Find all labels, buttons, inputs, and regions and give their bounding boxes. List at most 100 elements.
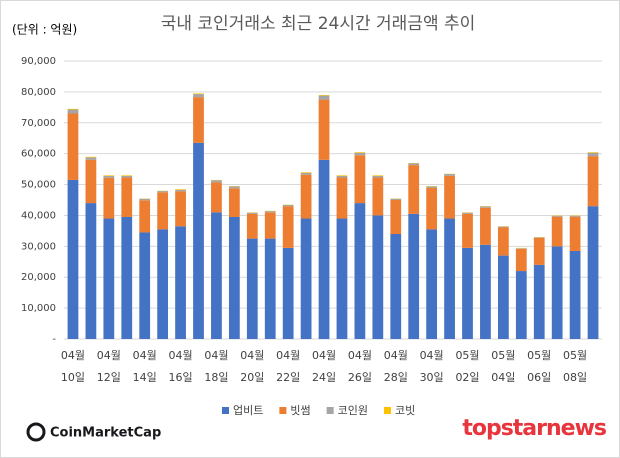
bar-segment [318,94,330,96]
y-tick-label: - [52,334,56,345]
x-tick-label: 22일 [276,370,300,384]
legend-swatch [384,407,391,414]
bar-segment [587,156,599,207]
x-tick-label: 04월 [204,349,228,362]
y-tick-label: 20,000 [21,272,56,283]
x-tick-label: 04월 [97,349,121,362]
bar-segment [569,250,581,339]
legend: 업비트 빗썸 코인원 코빗 [222,404,415,417]
bar-segment [228,188,240,217]
bar-segment [67,109,79,114]
bar-segment [282,204,294,207]
x-tick-label: 04월 [276,349,300,362]
bar-segment [246,212,258,214]
bar-segment [390,200,402,234]
bar-segment [587,206,599,339]
bar-segment [336,218,348,339]
x-tick-label: 05월 [491,349,515,362]
bar-segment [121,175,133,176]
bar-segment [497,255,509,339]
bar-segment [515,248,527,249]
x-tick-label: 05월 [563,349,587,362]
bar-segment [533,237,545,265]
bar-segment [228,186,240,189]
logo-text: CoinMarketCap [50,426,161,441]
bar-segment [264,238,276,339]
x-tick-label: 02일 [455,370,479,384]
x-tick-label: 30일 [420,370,444,384]
x-tick-label: 04월 [240,349,264,362]
x-tick-label: 06일 [527,370,551,384]
x-tick-label: 14일 [133,370,157,384]
y-tick-label: 60,000 [21,149,56,160]
bar-segment [426,187,438,230]
bar-segment [175,189,186,190]
bar-segment [300,172,312,173]
bar-segment [372,175,384,178]
bar-segment [318,95,330,100]
bar-segment [318,159,330,339]
bar-segment [444,175,455,219]
x-tick-label: 05월 [527,349,551,362]
bar-segment [157,191,169,193]
legend-label: 코빗 [395,404,415,417]
legend-swatch [326,407,334,414]
bar-segment [157,229,169,339]
bar-segment [336,177,348,219]
x-tick-label: 12일 [97,370,121,384]
legend-swatch [222,407,229,414]
bar-segment [426,229,438,339]
x-tick-label: 18일 [204,370,228,384]
x-tick-label: 20일 [240,370,264,384]
bar-segment [390,233,402,339]
y-tick-label: 90,000 [21,56,56,67]
bar-segment [551,216,563,247]
bar-segment [211,182,222,213]
bar-segment [587,152,599,153]
bar-segment [551,215,563,217]
x-tick-label: 28일 [384,370,408,384]
legend-swatch [279,407,287,414]
y-tick-label: 40,000 [21,210,56,221]
bar-segment [139,232,151,339]
x-tick-label: 04월 [312,349,336,362]
bar-segment [85,159,97,204]
bar-segment [426,186,438,188]
bar-segment [175,191,186,227]
bar-segment [336,175,348,178]
bar-segment [193,93,204,95]
bar-segment [444,218,455,339]
y-tick-label: 70,000 [21,118,56,129]
bar-segment [103,175,115,178]
bar-segment [85,157,97,160]
bar-segment [587,152,599,157]
bar-segment [175,226,186,339]
bar-segment [246,238,258,339]
bar-segment [211,180,222,183]
legend-label: 빗썸 [290,404,310,417]
bar-segment [193,142,204,339]
bar-segment [354,152,366,153]
bar-segment [569,216,581,251]
bar-segment [444,174,455,176]
bar-segment [103,175,115,176]
bar-segment [121,216,133,339]
bar-segment [462,247,473,339]
bar-segment [354,203,366,339]
bar-segment [228,216,240,339]
bar-segment [551,246,563,339]
bar-segment [497,226,509,228]
bar-segment [390,198,402,200]
bar-segment [264,212,276,239]
legend-label: 코인원 [338,404,368,417]
x-tick-label: 04월 [169,349,193,362]
bar-segment [480,206,491,208]
bar-segment [533,237,545,238]
logo-topstar: topstarnews [462,416,607,441]
x-tick-label: 24일 [312,370,336,384]
bar-segment [67,108,79,110]
bar-segment [533,264,545,339]
bar-segment [175,189,186,192]
bar-segment [372,177,384,216]
